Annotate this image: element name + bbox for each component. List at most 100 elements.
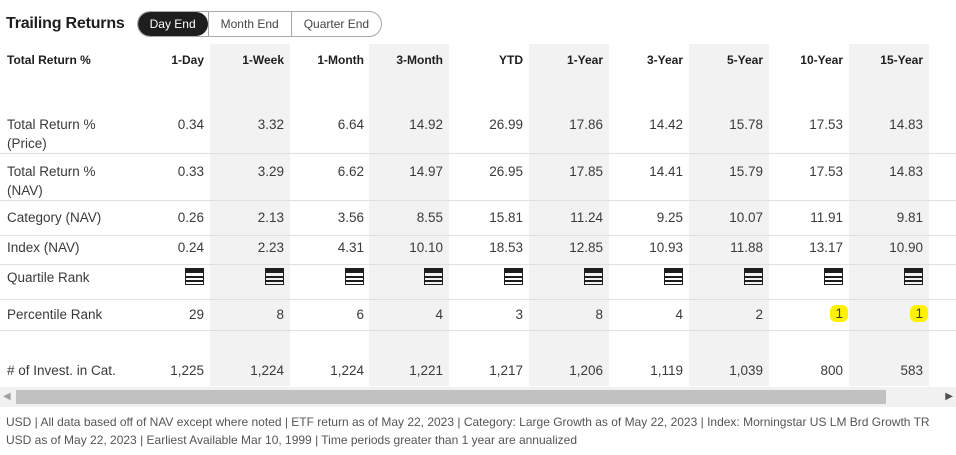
row-label-line: (NAV) bbox=[7, 183, 43, 198]
table-cell: 0.34 bbox=[178, 117, 204, 132]
table-cell: 10.93 bbox=[649, 240, 683, 255]
cell-value: 14.42 bbox=[649, 117, 683, 132]
table-cell: 6 bbox=[356, 307, 364, 322]
table-cell: 1,217 bbox=[489, 363, 523, 378]
cell-value: 11.91 bbox=[810, 210, 843, 225]
column-header: 15-Year bbox=[880, 53, 923, 67]
cell-value: 4 bbox=[675, 307, 683, 322]
triangle-left-icon[interactable]: ◀ bbox=[3, 391, 11, 402]
cell-value: 10.10 bbox=[409, 240, 443, 255]
column-header: 3-Month bbox=[396, 53, 443, 67]
table-cell: 26.95 bbox=[489, 164, 523, 179]
table-cell: 15.81 bbox=[489, 210, 523, 225]
quartile-rank-icon bbox=[185, 268, 204, 285]
table-cell: 2.23 bbox=[258, 240, 284, 255]
table-cell: 14.97 bbox=[409, 164, 443, 179]
cell-value: 8 bbox=[595, 307, 603, 322]
column-shade bbox=[529, 44, 609, 386]
scrollbar-thumb[interactable] bbox=[16, 390, 886, 404]
cell-value: 0.24 bbox=[177, 240, 204, 255]
table-cell: 1 bbox=[910, 305, 928, 322]
cell-value: 14.83 bbox=[889, 164, 923, 179]
table-cell: 9.81 bbox=[897, 210, 923, 225]
row-label-line: Category (NAV) bbox=[7, 210, 102, 225]
row-label: Total Return % (NAV) bbox=[7, 162, 96, 200]
table-cell: 1,221 bbox=[409, 363, 443, 378]
table-cell: 3.56 bbox=[338, 210, 364, 225]
row-label-line: (Price) bbox=[7, 136, 47, 151]
table-cell: 14.83 bbox=[889, 164, 923, 179]
table-cell: 1,039 bbox=[729, 363, 763, 378]
cell-value: 0.34 bbox=[177, 117, 204, 132]
cell-value: 4 bbox=[435, 307, 443, 322]
horizontal-scrollbar[interactable]: ◀ ▶ bbox=[0, 387, 956, 407]
table-cell: 4.31 bbox=[338, 240, 364, 255]
table-cell: 15.79 bbox=[729, 164, 763, 179]
table-cell: 26.99 bbox=[489, 117, 523, 132]
table-cell: 9.25 bbox=[657, 210, 683, 225]
table-cell: 14.92 bbox=[409, 117, 443, 132]
table-cell: 10.90 bbox=[889, 240, 923, 255]
cell-value: 3 bbox=[515, 307, 523, 322]
table-cell: 3 bbox=[515, 307, 523, 322]
cell-value: 6 bbox=[356, 307, 364, 322]
table-cell: 6.64 bbox=[338, 117, 364, 132]
row-label-line: # of Invest. in Cat. bbox=[7, 363, 116, 378]
table-cell: 12.85 bbox=[569, 240, 603, 255]
cell-value: 2 bbox=[755, 307, 763, 322]
column-header: 1-Month bbox=[317, 53, 364, 67]
quartile-rank-icon bbox=[504, 268, 523, 285]
column-shade bbox=[689, 44, 769, 386]
tab-day-end[interactable]: Day End bbox=[137, 12, 208, 36]
trailing-returns-header: Trailing Returns Day End Month End Quart… bbox=[6, 10, 383, 38]
column-header-label: Total Return % bbox=[7, 53, 91, 67]
cell-value: 26.95 bbox=[489, 164, 523, 179]
table-cell: 14.42 bbox=[649, 117, 683, 132]
cell-value: 15.78 bbox=[729, 117, 763, 132]
cell-value: 14.41 bbox=[649, 164, 683, 179]
footnote: USD | All data based off of NAV except w… bbox=[6, 415, 930, 447]
cell-value: 10.93 bbox=[649, 240, 683, 255]
table-cell: 8 bbox=[276, 307, 284, 322]
cell-value: 3.56 bbox=[337, 210, 364, 225]
quartile-rank-icon bbox=[424, 268, 443, 285]
table-cell: 4 bbox=[435, 307, 443, 322]
cell-value: 1,039 bbox=[729, 363, 763, 378]
table-cell: 0.24 bbox=[178, 240, 204, 255]
table-cell: 18.53 bbox=[489, 240, 523, 255]
row-label-line: Quartile Rank bbox=[7, 270, 90, 285]
cell-value: 10.07 bbox=[729, 210, 763, 225]
cell-value: 12.85 bbox=[569, 240, 603, 255]
column-shade bbox=[210, 44, 290, 386]
tab-month-end[interactable]: Month End bbox=[207, 12, 291, 36]
triangle-right-icon[interactable]: ▶ bbox=[945, 391, 953, 402]
cell-value: 8 bbox=[276, 307, 284, 322]
table-cell: 2 bbox=[755, 307, 763, 322]
cell-value: 14.97 bbox=[409, 164, 443, 179]
cell-value: 18.53 bbox=[489, 240, 523, 255]
section-title: Trailing Returns bbox=[6, 15, 125, 32]
cell-value: 1,217 bbox=[489, 363, 523, 378]
cell-value: 15.81 bbox=[489, 210, 523, 225]
quartile-rank-icon bbox=[584, 268, 603, 285]
tab-quarter-end[interactable]: Quarter End bbox=[290, 12, 381, 36]
cell-value: 8.55 bbox=[416, 210, 443, 225]
table-cell: 14.83 bbox=[889, 117, 923, 132]
column-shade bbox=[849, 44, 929, 386]
row-label: # of Invest. in Cat. bbox=[7, 361, 116, 380]
cell-value: 1,119 bbox=[650, 363, 683, 378]
column-header: 5-Year bbox=[726, 53, 763, 67]
row-label: Index (NAV) bbox=[7, 238, 80, 257]
cell-value: 9.25 bbox=[656, 210, 683, 225]
cell-value: 1,224 bbox=[330, 363, 364, 378]
table-cell: 11.24 bbox=[570, 210, 603, 225]
cell-value: 583 bbox=[900, 363, 923, 378]
cell-value: 1,206 bbox=[569, 363, 603, 378]
table-cell: 14.41 bbox=[649, 164, 683, 179]
cell-value: 9.81 bbox=[896, 210, 923, 225]
cell-value: 15.79 bbox=[729, 164, 763, 179]
table-cell: 4 bbox=[675, 307, 683, 322]
row-label: Category (NAV) bbox=[7, 208, 101, 227]
cell-value: 14.92 bbox=[409, 117, 443, 132]
cell-value: 1 bbox=[830, 305, 848, 322]
